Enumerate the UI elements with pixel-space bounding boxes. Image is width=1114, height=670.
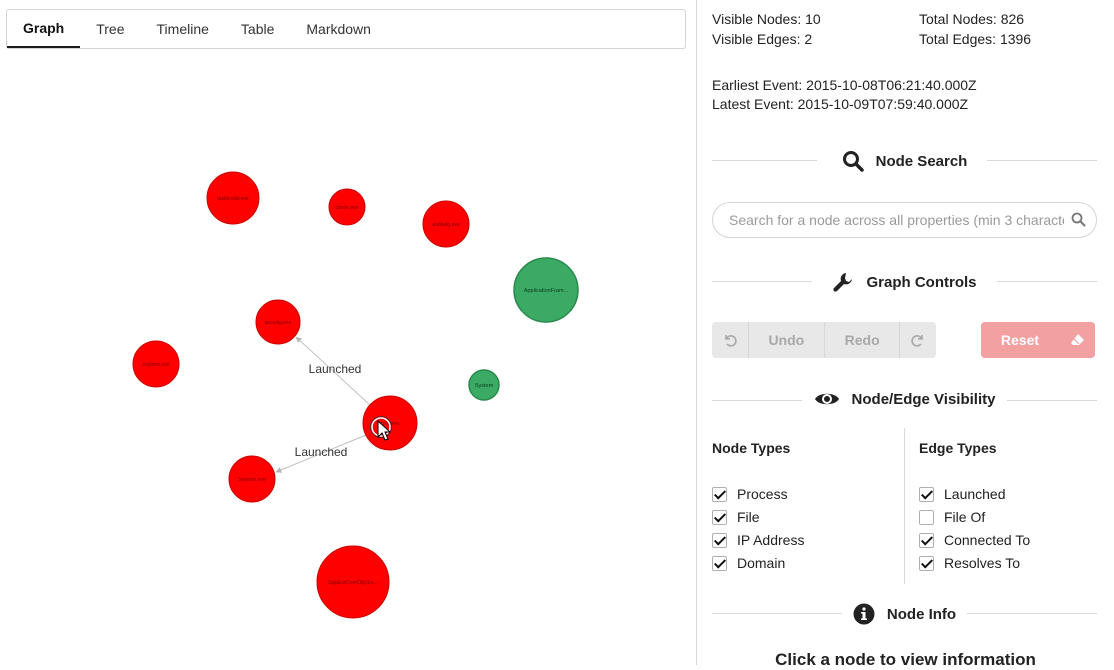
checkbox-box[interactable]	[712, 555, 727, 571]
graph-canvas[interactable]: Launched Launched taskhostw.exe ctmon.ex…	[0, 50, 696, 665]
eye-icon	[814, 393, 839, 405]
checkbox-box[interactable]	[712, 509, 727, 525]
tab-graph[interactable]: Graph	[7, 10, 81, 48]
checkbox-label: Resolves To	[944, 555, 1021, 571]
svg-text:audiodg.exe: audiodg.exe	[432, 222, 459, 228]
view-tabs: Graph Tree Timeline Table Markdown	[6, 9, 686, 49]
latest-event: Latest Event: 2015-10-09T07:59:40.000Z	[712, 96, 969, 112]
redo-button[interactable]: Redo	[825, 322, 901, 358]
checkbox-ip-address[interactable]: IP Address	[712, 532, 804, 548]
graph-node[interactable]: taskhostw.exe	[206, 171, 260, 225]
visibility-title: Node/Edge Visibility	[851, 390, 996, 408]
graph-node[interactable]: System	[468, 369, 500, 401]
checkbox-label: File	[737, 509, 760, 525]
reset-label: Reset	[1000, 332, 1040, 348]
visibility-header: Node/Edge Visibility	[712, 390, 1097, 410]
undo-icon[interactable]	[712, 322, 749, 358]
search-icon	[842, 151, 864, 172]
visible-edges-stat: Visible Edges: 2	[712, 31, 813, 47]
node-info-message: Click a node to view information	[775, 650, 1036, 669]
graph-controls-title: Graph Controls	[866, 273, 977, 291]
graph-panel: Graph Tree Timeline Table Markdown Launc…	[0, 0, 697, 665]
checkbox-box[interactable]	[919, 486, 934, 502]
checkbox-resolves-to[interactable]: Resolves To	[919, 555, 1020, 571]
checkbox-label: Domain	[737, 555, 786, 571]
checkbox-domain[interactable]: Domain	[712, 555, 785, 571]
checkbox-label: Connected To	[944, 532, 1031, 548]
checkbox-box[interactable]	[919, 555, 934, 571]
checkbox-process[interactable]: Process	[712, 486, 788, 502]
node-types-title: Node Types	[712, 440, 791, 456]
graph-node[interactable]: explorer.exe	[132, 340, 180, 388]
svg-text:explorer.exe: explorer.exe	[142, 362, 169, 368]
total-edges-stat: Total Edges: 1396	[919, 31, 1032, 47]
tab-table[interactable]: Table	[240, 21, 275, 37]
eraser-icon	[1059, 322, 1095, 358]
svg-text:System: System	[475, 383, 494, 389]
node-info-header: Node Info	[712, 603, 1097, 625]
tab-tree[interactable]: Tree	[96, 21, 125, 37]
checkbox-label: Launched	[944, 486, 1006, 502]
node-info-title: Node Info	[886, 605, 957, 623]
undo-button[interactable]: Undo	[749, 322, 825, 358]
checkbox-box[interactable]	[712, 532, 727, 548]
svg-text:ApplicationFram...: ApplicationFram...	[524, 288, 569, 294]
edge-label: Launched	[295, 445, 348, 459]
info-icon	[853, 603, 875, 625]
checkbox-launched[interactable]: Launched	[919, 486, 1006, 502]
graph-edge[interactable]	[295, 336, 371, 406]
mouse-cursor	[370, 416, 392, 441]
checkbox-label: File Of	[944, 509, 986, 525]
tab-timeline[interactable]: Timeline	[156, 21, 209, 37]
edge-label: Launched	[309, 362, 362, 376]
svg-text:ipconfig.exe: ipconfig.exe	[265, 320, 292, 326]
checkbox-box[interactable]	[712, 486, 727, 502]
checkbox-file[interactable]: File	[712, 509, 760, 525]
svg-text:ctmon.exe: ctmon.exe	[335, 205, 358, 211]
search-icon[interactable]	[1071, 212, 1086, 227]
graph-edge[interactable]	[275, 434, 367, 473]
svg-text:SppExtComObj.Ex...: SppExtComObj.Ex...	[328, 580, 379, 586]
graph-controls-header: Graph Controls	[712, 271, 1097, 293]
sidebar: Visible Nodes: 10 Total Nodes: 826 Visib…	[697, 0, 1114, 669]
node-search-input[interactable]	[727, 211, 1066, 229]
undo-redo-group: Undo Redo	[712, 322, 936, 358]
checkbox-label: IP Address	[737, 532, 805, 548]
checkbox-label: Process	[737, 486, 788, 502]
graph-node[interactable]: ctmon.exe	[328, 188, 366, 226]
graph-node[interactable]: Sysmon.exe	[228, 455, 276, 503]
checkbox-connected-to[interactable]: Connected To	[919, 532, 1030, 548]
graph-node[interactable]: audiodg.exe	[422, 200, 470, 248]
checkbox-file-of[interactable]: File Of	[919, 509, 985, 525]
edge-types-title: Edge Types	[919, 440, 997, 456]
svg-text:Sysmon.exe: Sysmon.exe	[238, 477, 266, 483]
reset-button[interactable]: Reset	[981, 322, 1095, 358]
graph-node[interactable]: SppExtComObj.Ex...	[316, 545, 390, 619]
tab-markdown[interactable]: Markdown	[306, 21, 371, 37]
checkbox-box[interactable]	[919, 509, 934, 525]
svg-text:taskhostw.exe: taskhostw.exe	[217, 196, 249, 202]
redo-icon[interactable]	[900, 322, 936, 358]
node-search-title: Node Search	[875, 152, 968, 170]
graph-node[interactable]: ApplicationFram...	[513, 257, 579, 323]
total-nodes-stat: Total Nodes: 826	[919, 11, 1025, 27]
earliest-event: Earliest Event: 2015-10-08T06:21:40.000Z	[712, 77, 977, 93]
node-search-field[interactable]	[712, 202, 1097, 238]
column-divider	[904, 428, 905, 584]
checkbox-box[interactable]	[919, 532, 934, 548]
graph-node[interactable]: ipconfig.exe	[255, 299, 301, 345]
visible-nodes-stat: Visible Nodes: 10	[712, 11, 821, 27]
wrench-icon	[833, 273, 853, 292]
node-search-header: Node Search	[712, 150, 1097, 172]
